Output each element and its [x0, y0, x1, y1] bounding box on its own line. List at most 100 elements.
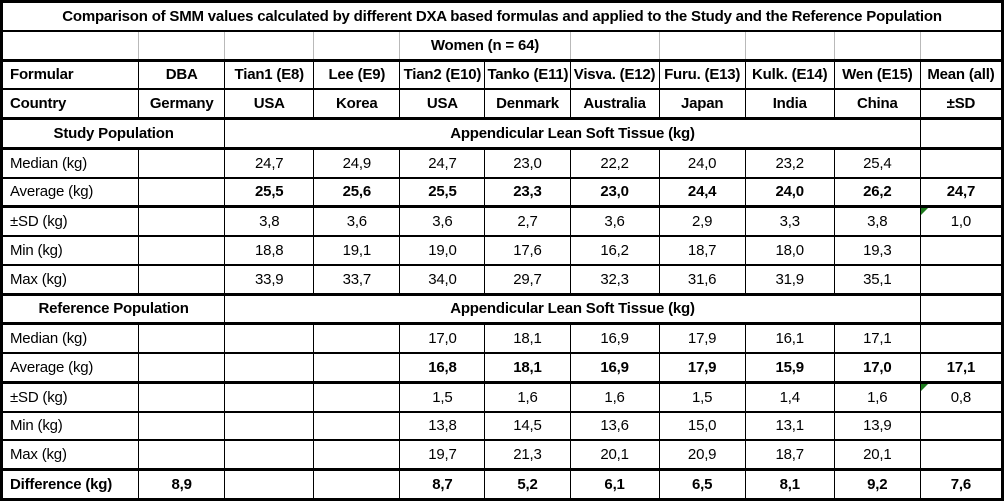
mean-cell	[919, 235, 1004, 266]
formula-header-cell: Tian2 (E10)	[399, 58, 486, 91]
data-cell: 24,7	[399, 147, 486, 179]
study-max-row: Max (kg) 33,9 33,7 34,0 29,7 32,3 31,6 3…	[0, 263, 1004, 296]
data-cell: 31,6	[658, 263, 746, 296]
data-cell: 17,6	[484, 235, 571, 266]
section-header: Reference Population	[0, 293, 226, 326]
country-header-cell: USA	[224, 88, 315, 121]
data-cell: 14,5	[484, 410, 571, 442]
data-cell: 3,8	[224, 205, 315, 238]
formula-header-cell: Tian1 (E8)	[224, 58, 315, 91]
row-label: Difference (kg)	[0, 468, 140, 501]
table-title: Comparison of SMM values calculated by d…	[1, 0, 1003, 32]
data-cell: 2,7	[484, 205, 571, 238]
data-cell: 33,9	[224, 263, 315, 296]
country-header-cell: USA	[399, 88, 486, 121]
mean-value: 1,0	[950, 213, 972, 231]
empty-cell	[313, 352, 401, 384]
mean-cell	[919, 410, 1004, 442]
formula-header-cell: Furu. (E13)	[658, 58, 746, 91]
data-cell: 19,3	[833, 235, 921, 266]
empty-cell	[224, 352, 315, 384]
empty-cell	[138, 352, 226, 384]
empty-cell	[138, 176, 226, 209]
mean-cell	[919, 322, 1004, 355]
data-cell: 19,0	[399, 235, 486, 266]
data-cell: 17,9	[658, 322, 746, 355]
reference-average-row: Average (kg) 16,8 18,1 16,9 17,9 15,9 17…	[0, 352, 1004, 384]
reference-section-header-row: Reference Population Appendicular Lean S…	[0, 293, 1004, 326]
data-cell: 17,9	[658, 352, 746, 384]
empty-cell	[224, 439, 315, 472]
study-min-row: Min (kg) 18,8 19,1 19,0 17,6 16,2 18,7 1…	[0, 235, 1004, 266]
data-cell: 3,6	[569, 205, 660, 238]
data-cell: 6,5	[658, 468, 746, 501]
country-header-cell: Australia	[569, 88, 660, 121]
formula-header-cell: Wen (E15)	[833, 58, 921, 91]
row-label: Average (kg)	[0, 176, 140, 209]
empty-cell	[658, 29, 746, 62]
empty-cell	[224, 410, 315, 442]
empty-cell	[744, 29, 835, 62]
study-median-row: Median (kg) 24,7 24,9 24,7 23,0 22,2 24,…	[0, 147, 1004, 179]
data-cell: 24,0	[658, 147, 746, 179]
data-cell: 13,9	[833, 410, 921, 442]
formula-header-row: Formular DBA Tian1 (E8) Lee (E9) Tian2 (…	[0, 58, 1004, 91]
reference-sd-row: ±SD (kg) 1,5 1,6 1,6 1,5 1,4 1,6 0,8	[0, 381, 1004, 413]
data-cell: 6,1	[569, 468, 660, 501]
country-header-cell: India	[744, 88, 835, 121]
study-sd-row: ±SD (kg) 3,8 3,6 3,6 2,7 3,6 2,9 3,3 3,8…	[0, 205, 1004, 238]
data-cell: 1,5	[658, 381, 746, 413]
data-cell: 35,1	[833, 263, 921, 296]
data-cell: 9,2	[833, 468, 921, 501]
mean-cell	[919, 147, 1004, 179]
formula-header-cell: Mean (all)	[919, 58, 1004, 91]
data-cell: 20,1	[569, 439, 660, 472]
mean-cell: 0,8	[919, 381, 1004, 413]
data-cell: 1,6	[569, 381, 660, 413]
data-cell: 24,0	[744, 176, 835, 209]
formula-header-cell: Kulk. (E14)	[744, 58, 835, 91]
data-cell: 23,3	[484, 176, 571, 209]
data-cell: 19,7	[399, 439, 486, 472]
mean-cell: 17,1	[919, 352, 1004, 384]
data-cell: 1,6	[833, 381, 921, 413]
data-cell: 15,0	[658, 410, 746, 442]
data-cell: 16,2	[569, 235, 660, 266]
data-cell: 16,9	[569, 352, 660, 384]
study-average-row: Average (kg) 25,5 25,6 25,5 23,3 23,0 24…	[0, 176, 1004, 209]
data-cell: 16,8	[399, 352, 486, 384]
data-cell: 18,1	[484, 322, 571, 355]
country-header-cell: Germany	[138, 88, 226, 121]
section-span-header: Appendicular Lean Soft Tissue (kg)	[224, 293, 921, 326]
empty-cell	[833, 29, 921, 62]
title-row: Comparison of SMM values calculated by d…	[1, 0, 1003, 32]
empty-cell	[224, 381, 315, 413]
difference-row: Difference (kg) 8,9 8,7 5,2 6,1 6,5 8,1 …	[0, 468, 1004, 501]
row-label: ±SD (kg)	[0, 381, 140, 413]
data-cell: 16,9	[569, 322, 660, 355]
data-cell: 17,0	[399, 322, 486, 355]
row-label: Country	[0, 88, 140, 121]
formula-header-cell: Tanko (E11)	[484, 58, 571, 91]
data-cell: 15,9	[744, 352, 835, 384]
country-header-cell: Denmark	[484, 88, 571, 121]
empty-cell	[138, 235, 226, 266]
empty-cell	[224, 29, 315, 62]
row-label: Min (kg)	[0, 235, 140, 266]
empty-cell	[919, 293, 1004, 326]
data-cell: 17,1	[833, 322, 921, 355]
empty-cell	[138, 410, 226, 442]
empty-cell	[138, 147, 226, 179]
data-cell: 13,1	[744, 410, 835, 442]
empty-cell	[313, 410, 401, 442]
data-cell: 29,7	[484, 263, 571, 296]
women-subtitle: Women (n = 64)	[399, 29, 571, 62]
data-cell: 23,2	[744, 147, 835, 179]
data-cell: 13,8	[399, 410, 486, 442]
data-cell: 34,0	[399, 263, 486, 296]
mean-cell	[919, 263, 1004, 296]
empty-cell	[313, 381, 401, 413]
data-cell: 23,0	[569, 176, 660, 209]
data-cell: 17,0	[833, 352, 921, 384]
data-cell: 3,3	[744, 205, 835, 238]
